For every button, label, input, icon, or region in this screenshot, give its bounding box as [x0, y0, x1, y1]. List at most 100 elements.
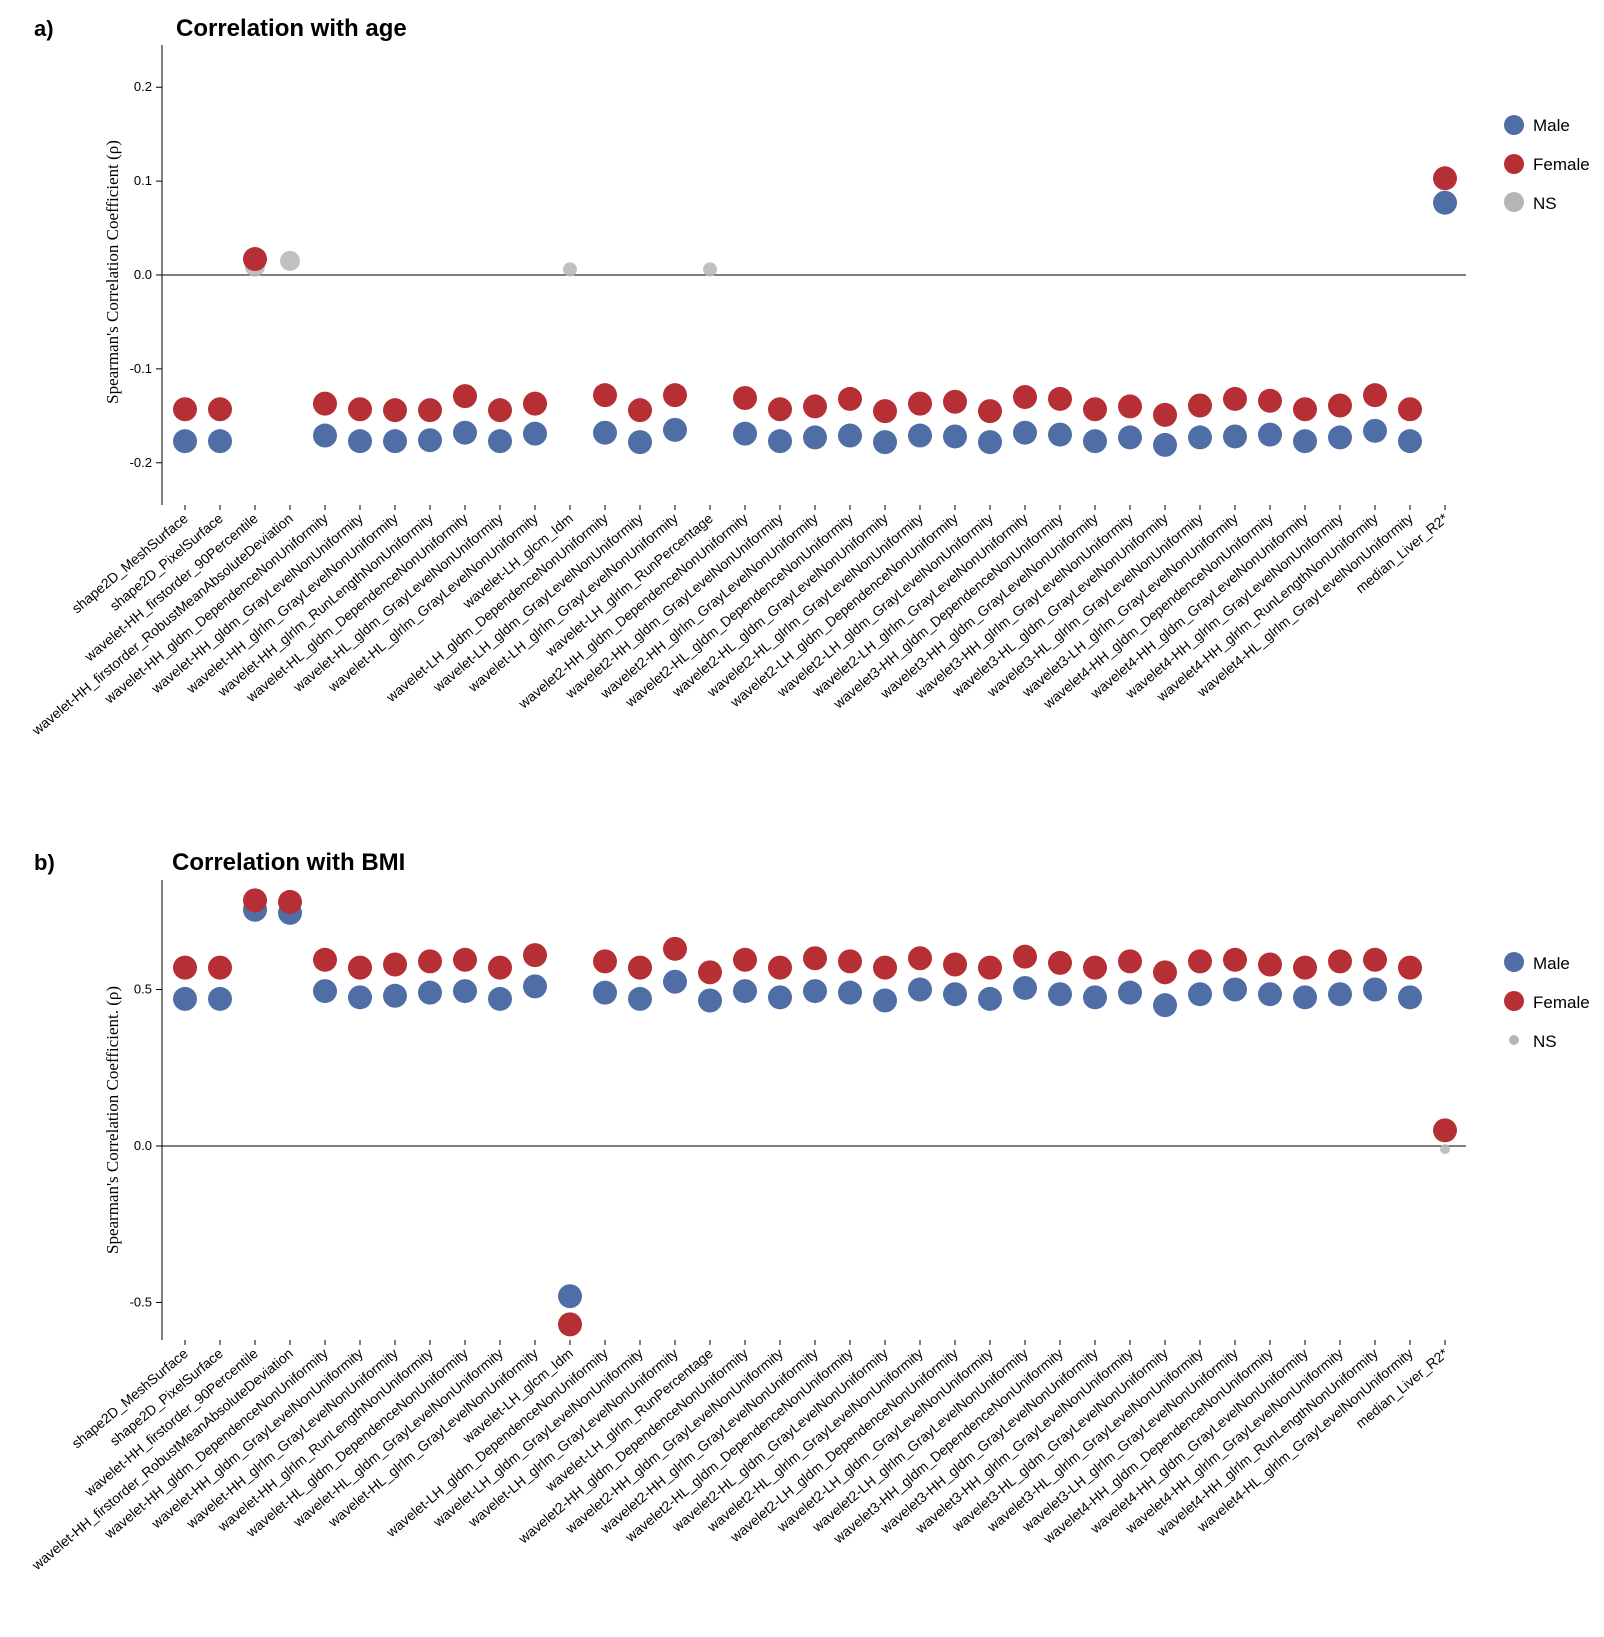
point-female: [1188, 393, 1212, 418]
point-male: [698, 988, 722, 1013]
point-female: [453, 384, 477, 409]
point-female: [1223, 947, 1247, 972]
point-male: [1433, 190, 1457, 215]
point-female: [488, 955, 512, 980]
point-female: [803, 946, 827, 971]
point-male: [383, 983, 407, 1008]
point-female: [803, 394, 827, 419]
point-male: [313, 423, 337, 448]
point-female: [418, 398, 442, 423]
y-tick-label: -0.1: [130, 361, 152, 376]
point-female: [1153, 960, 1177, 985]
point-male: [488, 986, 512, 1011]
point-female: [278, 889, 302, 914]
point-male: [663, 417, 687, 442]
point-male: [1048, 422, 1072, 447]
point-male: [208, 986, 232, 1011]
point-female: [1398, 397, 1422, 422]
point-female: [873, 399, 897, 424]
y-tick-label: 0.0: [134, 267, 152, 282]
point-female: [1293, 955, 1317, 980]
legend-female-label: Female: [1533, 993, 1590, 1012]
point-male: [1363, 977, 1387, 1002]
point-female: [1398, 955, 1422, 980]
point-ns: [1440, 1144, 1450, 1155]
point-male: [593, 980, 617, 1005]
point-female: [243, 247, 267, 272]
y-axis-label-bmi: Spearman's Correlation Coefficient. (ρ): [103, 986, 122, 1254]
point-male: [1083, 985, 1107, 1010]
point-male: [1048, 982, 1072, 1007]
point-male: [1328, 425, 1352, 450]
x-ticks-bmi: shape2D_MeshSurfaceshape2D_PixelSurfacew…: [28, 1340, 1451, 1574]
point-male: [873, 988, 897, 1013]
point-male: [943, 424, 967, 449]
point-male: [523, 974, 547, 999]
panel-label-b: b): [34, 850, 55, 875]
point-male: [1118, 980, 1142, 1005]
point-male: [173, 429, 197, 454]
point-female: [698, 960, 722, 985]
panel-label-a: a): [34, 16, 54, 41]
point-male: [1223, 424, 1247, 449]
y-ticks-age: -0.2 -0.1 0.0 0.1 0.2: [130, 79, 162, 470]
point-male: [1153, 993, 1177, 1018]
legend-ns-marker: [1504, 192, 1524, 212]
point-male: [1258, 982, 1282, 1007]
point-female: [1013, 944, 1037, 969]
point-male: [628, 430, 652, 455]
point-female: [173, 955, 197, 980]
point-male: [208, 429, 232, 454]
point-female: [558, 1312, 582, 1337]
point-female: [1048, 950, 1072, 975]
point-male: [628, 986, 652, 1011]
point-male: [348, 429, 372, 454]
points-bmi: [173, 888, 1457, 1337]
point-male: [1398, 985, 1422, 1010]
y-tick-label: 0.5: [134, 982, 152, 997]
point-male: [908, 977, 932, 1002]
y-tick-label: 0.0: [134, 1138, 152, 1153]
legend-ns-label: NS: [1533, 1032, 1557, 1051]
point-female: [1118, 394, 1142, 419]
point-male: [523, 421, 547, 446]
point-female: [943, 389, 967, 414]
legend-bmi: Male Female NS: [1504, 952, 1590, 1051]
legend-female-marker: [1504, 154, 1524, 174]
legend-male-label: Male: [1533, 116, 1570, 135]
point-female: [908, 946, 932, 971]
point-male: [1188, 982, 1212, 1007]
point-female: [628, 955, 652, 980]
point-male: [978, 430, 1002, 455]
point-male: [1188, 425, 1212, 450]
y-ticks-bmi: -0.5 0.0 0.5: [130, 982, 162, 1309]
point-male: [1223, 977, 1247, 1002]
chart-title-age: Correlation with age: [176, 15, 407, 42]
point-male: [838, 423, 862, 448]
point-female: [173, 397, 197, 422]
x-ticks-age: shape2D_MeshSurfaceshape2D_PixelSurfacew…: [28, 505, 1451, 739]
chart-title-bmi: Correlation with BMI: [172, 849, 405, 876]
point-male: [838, 980, 862, 1005]
point-male: [453, 420, 477, 445]
y-tick-label: -0.5: [130, 1294, 152, 1309]
point-female: [663, 936, 687, 961]
point-female: [768, 955, 792, 980]
y-axis-label-age: Spearman's Correlation Coefficient (ρ): [103, 140, 122, 404]
point-female: [1258, 388, 1282, 413]
point-male: [803, 979, 827, 1004]
point-female: [208, 397, 232, 422]
point-male: [1118, 425, 1142, 450]
y-tick-label: -0.2: [130, 455, 152, 470]
point-female: [1223, 386, 1247, 411]
legend-male-marker: [1504, 952, 1524, 972]
point-male: [348, 985, 372, 1010]
point-male: [173, 986, 197, 1011]
point-male: [733, 979, 757, 1004]
legend-female-label: Female: [1533, 155, 1590, 174]
point-female: [418, 949, 442, 974]
point-female: [978, 399, 1002, 424]
point-male: [488, 429, 512, 454]
point-female: [1013, 385, 1037, 410]
